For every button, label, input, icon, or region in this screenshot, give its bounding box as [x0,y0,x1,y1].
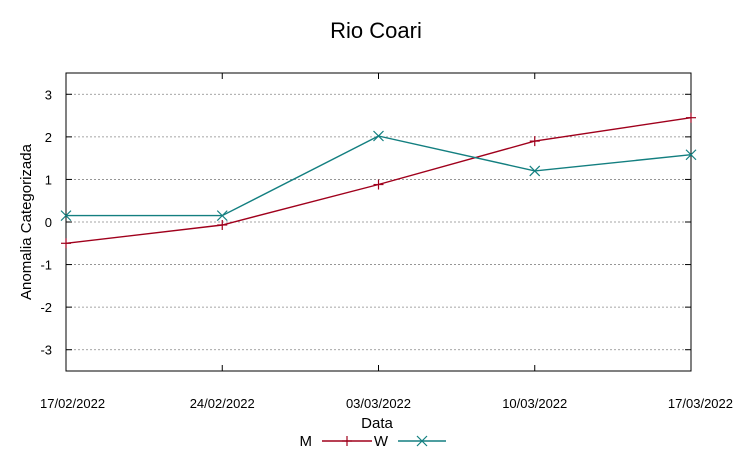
y-tick-label: 0 [45,215,52,230]
y-tick-label: 3 [45,87,52,102]
series-w-marker [373,130,384,142]
series-w-marker [685,149,697,161]
x-tick-label: 17/03/2022 [668,396,733,411]
series-w-marker [529,165,541,177]
x-tick-label: 17/02/2022 [40,396,105,411]
y-axis-ticks: -3 -2 -1 0 1 2 3 [40,87,691,358]
series-layer [60,112,697,249]
x-tick-label: 03/03/2022 [346,396,411,411]
y-tick-label: 2 [45,130,52,145]
series-w-line [66,135,692,217]
grid-lines [66,93,691,351]
series-w-marker [216,210,228,222]
chart-title: Rio Coari [330,18,422,43]
series-w-marker [416,435,428,447]
x-tick-label: 24/02/2022 [190,396,255,411]
series-w-marker [60,210,72,222]
y-tick-label: 1 [45,172,52,187]
y-tick-label: -3 [40,343,52,358]
y-tick-label: -1 [40,258,52,273]
x-axis-ticks: 17/02/2022 24/02/2022 03/03/2022 10/03/2022… [40,73,733,411]
y-tick-label: -2 [40,300,52,315]
legend-label-m: M [300,433,313,450]
x-axis-label: Data [361,415,393,432]
legend-label-w: W [374,433,389,450]
y-axis-label: Anomalia Categorizada [18,143,35,300]
series-m [61,112,696,249]
plot-frame [65,72,692,372]
x-tick-label: 10/03/2022 [502,396,567,411]
series-w [60,130,697,222]
